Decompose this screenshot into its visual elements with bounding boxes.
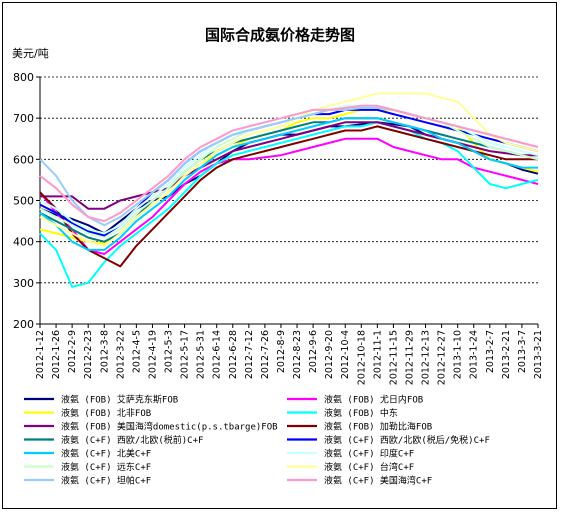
x-tick-label: 2012-10-4	[340, 330, 351, 379]
x-tick-label: 2012-9-6	[308, 330, 319, 373]
y-tick-label: 200	[13, 318, 34, 331]
series-line	[39, 104, 539, 223]
x-tick-label: 2012-12-13	[421, 330, 432, 385]
y-tick-label: 300	[13, 277, 34, 290]
legend-label: 液氨 (C+F) 西欧/北欧(税前)C+F	[61, 434, 203, 446]
series-line	[39, 125, 538, 268]
axes	[36, 76, 539, 328]
y-tick-label: 600	[13, 153, 34, 166]
x-tick-label: 2012-8-23	[292, 330, 303, 379]
x-tick-label: 2012-5-3	[164, 330, 175, 373]
legend-label: 液氨 (C+F) 坦帕C+F	[61, 475, 151, 487]
legend-label: 液氨 (C+F) 印度C+F	[324, 448, 414, 460]
x-tick-label: 2012-10-18	[356, 330, 367, 385]
x-tick-label: 2013-1-24	[469, 330, 480, 379]
x-tick-label: 2013-2-7	[485, 330, 496, 373]
x-tick-label: 2012-12-27	[437, 330, 448, 385]
x-tick-label: 2012-4-19	[147, 330, 158, 379]
legend-label: 液氨 (C+F) 北美C+F	[61, 448, 151, 460]
x-tick-label: 2013-2-21	[501, 330, 512, 379]
legend-label: 液氨 (FOB) 中东	[324, 407, 398, 419]
chart-title: 国际合成氨价格走势图	[205, 26, 355, 44]
x-tick-label: 2012-2-23	[83, 330, 94, 379]
series-line	[39, 117, 538, 251]
legend-label: 液氨 (C+F) 西欧/北欧(税后/免税)C+F	[324, 434, 490, 446]
gridlines	[40, 76, 538, 284]
x-tick-label: 2012-11-1	[372, 330, 383, 379]
x-tick-label: 2012-3-8	[99, 330, 110, 373]
x-tick-label: 2012-11-29	[404, 330, 415, 385]
x-tick-label: 2012-3-22	[115, 330, 126, 379]
y-tick-label: 500	[13, 195, 34, 208]
x-tick-label: 2012-2-9	[67, 330, 78, 373]
series-line	[39, 121, 539, 288]
x-tick-label: 2012-5-17	[180, 330, 191, 379]
series-line	[39, 137, 539, 255]
y-tick-label: 400	[13, 236, 34, 249]
x-tick-label: 2013-3-7	[517, 330, 528, 373]
series-lines	[39, 92, 539, 288]
x-tick-label: 2012-7-12	[244, 330, 255, 379]
series-line	[39, 104, 539, 235]
y-tick-label: 800	[13, 71, 34, 84]
y-tick-label: 700	[13, 112, 34, 125]
x-tick-label: 2013-1-10	[453, 330, 464, 379]
x-tick-label: 2012-6-14	[212, 330, 223, 379]
x-tick-label: 2012-7-26	[260, 330, 271, 379]
y-tick-labels: 200 300 400 500 600 700 800	[13, 71, 34, 331]
legend-label: 液氨 (C+F) 远东C+F	[61, 461, 151, 473]
legend-label: 液氨 (FOB) 艾萨克东斯FOB	[61, 394, 178, 406]
legend-label: 液氨 (C+F) 美国海湾C+F	[324, 475, 432, 487]
legend-label: 液氨 (C+F) 台湾C+F	[324, 461, 414, 473]
legend-label: 液氨 (FOB) 尤日内FOB	[324, 394, 423, 406]
x-tick-labels: 2012-1-12 2012-1-26 2012-2-9 2012-2-23 2012-…	[35, 330, 544, 385]
x-tick-label: 2012-5-31	[196, 330, 207, 379]
legend-label: 液氨 (FOB) 加勒比海FOB	[324, 421, 432, 433]
legend-label: 液氨 (FOB) 美国海湾domestic(p.s.tbarge)FOB	[61, 421, 278, 433]
x-tick-label: 2012-8-9	[276, 330, 287, 373]
chart-frame	[2, 2, 557, 509]
y-axis-unit-label: 美元/吨	[12, 47, 49, 60]
series-line	[39, 92, 539, 247]
x-tick-label: 2012-9-20	[324, 330, 335, 379]
x-tick-label: 2012-1-26	[51, 330, 62, 379]
x-tick-label: 2012-4-5	[131, 330, 142, 373]
x-tick-label: 2012-11-15	[388, 330, 399, 385]
x-tick-label: 2012-1-12	[35, 330, 46, 379]
legend-label: 液氨 (FOB) 北非FOB	[61, 407, 151, 419]
x-tick-label: 2013-3-21	[533, 330, 544, 379]
x-tick-label: 2012-6-28	[228, 330, 239, 379]
